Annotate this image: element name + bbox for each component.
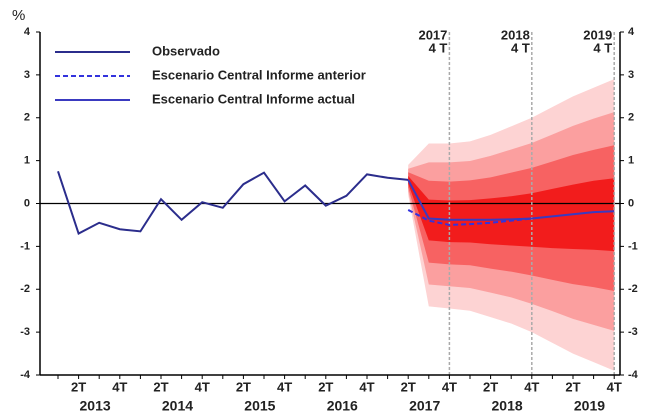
annotation-year: 2018 — [501, 27, 530, 42]
legend-label: Escenario Central Informe anterior — [152, 67, 366, 82]
x-tick-label: 4T — [277, 379, 292, 394]
annotation-quarter: 4 T — [429, 40, 448, 55]
y2-tick-label: 0 — [628, 197, 634, 209]
year-label: 2014 — [162, 398, 193, 414]
y-tick-label: -2 — [20, 283, 30, 295]
legend-label: Observado — [152, 43, 220, 58]
x-tick-label: 4T — [442, 379, 457, 394]
y2-tick-label: 4 — [628, 26, 635, 38]
year-label: 2018 — [492, 398, 523, 414]
y-tick-label: 2 — [24, 112, 30, 124]
y2-tick-label: -2 — [628, 283, 638, 295]
x-tick-label: 2T — [565, 379, 580, 394]
y-tick-label: 3 — [24, 69, 30, 81]
x-tick-label: 2T — [236, 379, 251, 394]
y-tick-label: 4 — [24, 26, 31, 38]
x-tick-label: 4T — [195, 379, 210, 394]
x-tick-label: 4T — [524, 379, 539, 394]
series-line — [407, 179, 615, 221]
y2-tick-label: 1 — [628, 155, 634, 167]
annotation-quarter: 4 T — [593, 40, 612, 55]
y-tick-label: -3 — [20, 326, 30, 338]
y-axis-label: % — [12, 7, 25, 24]
legend: Observado Escenario Central Informe anter… — [55, 43, 366, 106]
y-tick-label: -4 — [20, 369, 31, 381]
year-label: 2016 — [327, 398, 358, 414]
y-tick-label: 0 — [24, 197, 30, 209]
y-tick-label: -1 — [20, 240, 30, 252]
x-tick-label: 4T — [112, 379, 127, 394]
y2-tick-label: 2 — [628, 112, 634, 124]
y2-tick-label: -4 — [628, 369, 639, 381]
y2-tick-label: 3 — [628, 69, 634, 81]
year-label: 2017 — [409, 398, 440, 414]
series-line — [407, 209, 532, 226]
x-tick-label: 2T — [318, 379, 333, 394]
x-tick-label: 2T — [153, 379, 168, 394]
x-tick-label: 4T — [359, 379, 374, 394]
x-tick-label: 2T — [483, 379, 498, 394]
year-label: 2015 — [244, 398, 275, 414]
series-line — [57, 171, 409, 235]
annotation-year: 2017 — [418, 27, 447, 42]
year-label: 2013 — [80, 398, 111, 414]
annotation-quarter: 4 T — [511, 40, 530, 55]
y2-tick-label: -3 — [628, 326, 638, 338]
year-label: 2019 — [574, 398, 605, 414]
y-tick-label: 1 — [24, 155, 30, 167]
x-tick-label: 4T — [607, 379, 622, 394]
x-tick-label: 2T — [401, 379, 416, 394]
x-tick-label: 2T — [71, 379, 86, 394]
fan-band — [408, 176, 615, 252]
annotation-year: 2019 — [583, 27, 612, 42]
legend-label: Escenario Central Informe actual — [152, 91, 355, 106]
y2-tick-label: -1 — [628, 240, 638, 252]
